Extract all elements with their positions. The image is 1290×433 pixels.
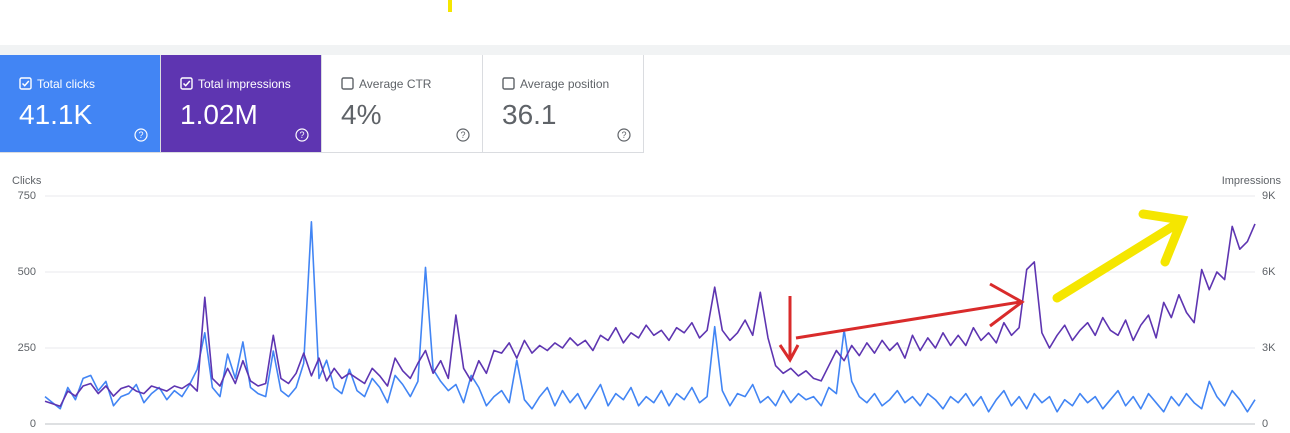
metric-value: 4% (341, 99, 382, 130)
svg-text:?: ? (299, 130, 304, 140)
y-tick-label: 750 (18, 190, 36, 202)
metric-card[interactable]: ? Total impressions 1.02M (161, 55, 322, 153)
annotation-yellow-arrow (1052, 209, 1189, 303)
metric-label: Average position (520, 77, 610, 91)
checkbox[interactable] (341, 77, 355, 91)
plot: 0 250 500 750 0 3K 6K 9K (18, 190, 1276, 430)
series-line (44, 223, 1256, 408)
svg-text:?: ? (460, 130, 465, 140)
metric-card[interactable]: ? Total clicks 41.1K (0, 55, 161, 153)
checkbox[interactable] (502, 77, 516, 91)
svg-text:?: ? (138, 130, 143, 140)
metric-value: 1.02M (180, 99, 258, 130)
series-line (44, 221, 1256, 413)
help-icon[interactable]: ? (295, 128, 309, 142)
y-tick-label: 500 (18, 266, 36, 278)
metric-value: 41.1K (19, 99, 93, 130)
header-strip (0, 45, 1290, 55)
checkbox[interactable] (19, 77, 33, 91)
checkbox[interactable] (180, 77, 194, 91)
y2-tick-label: 9K (1262, 190, 1276, 202)
y2-tick-label: 6K (1262, 266, 1276, 278)
annotation-red-arrow (778, 282, 1025, 363)
metric-label: Total clicks (37, 77, 96, 91)
y-tick-label: 250 (18, 342, 36, 354)
metric-card[interactable]: ? Average CTR 4% (322, 55, 483, 153)
help-icon[interactable]: ? (134, 128, 148, 142)
metric-label: Average CTR (359, 77, 432, 91)
svg-text:?: ? (621, 130, 626, 140)
y-axis-label: Clicks (12, 175, 42, 187)
y-tick-label: 0 (30, 418, 36, 430)
metric-value: 36.1 (502, 99, 557, 130)
y2-tick-label: 0 (1262, 418, 1268, 430)
metric-label: Total impressions (198, 77, 291, 91)
help-icon[interactable]: ? (456, 128, 470, 142)
y2-axis-label: Impressions (1222, 175, 1282, 187)
metric-cards: ? Total clicks 41.1K ? Total impressions 1.0… (0, 55, 644, 154)
help-icon[interactable]: ? (617, 128, 631, 142)
y2-tick-label: 3K (1262, 342, 1276, 354)
metric-card[interactable]: ? Average position 36.1 (483, 55, 644, 153)
